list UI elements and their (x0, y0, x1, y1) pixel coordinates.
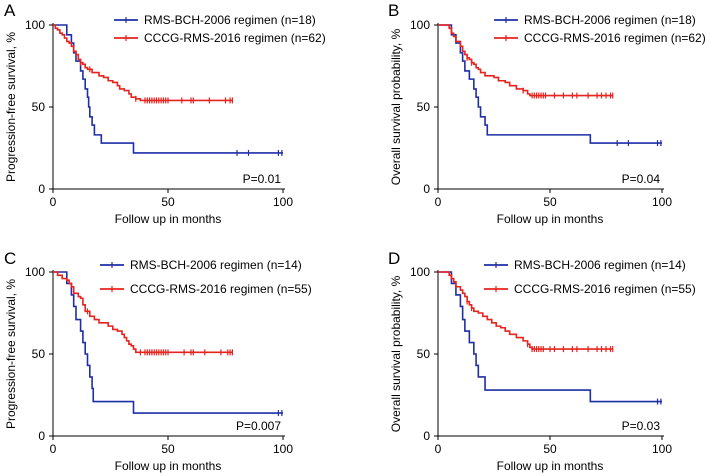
y-tick-label: 50 (32, 347, 46, 361)
x-axis-label: Follow up in months (497, 459, 604, 473)
legend-entry: CCCG-RMS-2016 regimen (n=62) (524, 31, 706, 45)
y-tick-label: 100 (410, 18, 430, 32)
y-axis-label: Progression-free survival, % (4, 279, 18, 429)
x-tick-label: 50 (161, 442, 175, 456)
km-curve-red (53, 271, 233, 354)
p-value-label: P=0.01 (243, 172, 282, 186)
x-tick-label: 50 (543, 442, 557, 456)
p-value-label: P=0.03 (622, 419, 661, 433)
x-tick-label: 0 (435, 195, 442, 209)
legend-entry: CCCG-RMS-2016 regimen (n=55) (514, 282, 696, 296)
chart-panel-c: C 0 50 100 0 50 100 Follow up in months Progress… (4, 249, 312, 473)
chart-panel-a: A 0 50 100 0 50 100 Follow up in months Progress… (4, 1, 326, 226)
x-tick-label: 100 (652, 442, 672, 456)
panel-label: C (4, 249, 16, 268)
panel-label: B (388, 1, 399, 20)
y-tick-label: 0 (423, 182, 430, 196)
y-axis-label: Overall survival probability, % (389, 28, 403, 185)
y-tick-label: 50 (32, 100, 46, 114)
legend-entry: RMS-BCH-2006 regimen (n=18) (524, 13, 696, 27)
y-tick-label: 100 (25, 265, 45, 279)
y-tick-label: 100 (25, 18, 45, 32)
panel-label: D (388, 249, 400, 268)
chart-panel-b: B 0 50 100 0 50 100 Follow up in months Overall … (388, 1, 706, 226)
y-tick-label: 0 (38, 429, 45, 443)
x-axis-label: Follow up in months (115, 459, 222, 473)
y-tick-label: 0 (423, 429, 430, 443)
x-tick-label: 100 (273, 195, 293, 209)
y-tick-label: 50 (417, 100, 431, 114)
km-curve-red (438, 24, 613, 97)
legend-entry: CCCG-RMS-2016 regimen (n=62) (144, 31, 326, 45)
y-axis-label: Progression-free survival, % (4, 32, 18, 182)
p-value-label: P=0.007 (236, 419, 281, 433)
km-curve-red (438, 271, 613, 350)
legend-entry: CCCG-RMS-2016 regimen (n=55) (130, 282, 312, 296)
chart-panel-d: D 0 50 100 0 50 100 Follow up in months Overall … (388, 249, 696, 473)
x-tick-label: 100 (273, 442, 293, 456)
legend-entry: RMS-BCH-2006 regimen (n=14) (130, 258, 302, 272)
x-axis-label: Follow up in months (115, 212, 222, 226)
p-value-label: P=0.04 (622, 172, 661, 186)
x-tick-label: 100 (652, 195, 672, 209)
x-tick-label: 0 (435, 442, 442, 456)
legend-entry: RMS-BCH-2006 regimen (n=18) (144, 13, 316, 27)
km-curve-red (53, 24, 233, 102)
y-tick-label: 100 (410, 265, 430, 279)
km-curve-blue (53, 24, 283, 154)
y-tick-label: 0 (38, 182, 45, 196)
x-tick-label: 0 (50, 195, 57, 209)
panel-label: A (4, 1, 16, 20)
km-curve-blue (438, 24, 662, 144)
x-tick-label: 50 (543, 195, 557, 209)
legend-entry: RMS-BCH-2006 regimen (n=14) (514, 258, 686, 272)
km-curve-blue (53, 271, 283, 414)
km-curve-blue (438, 271, 662, 403)
y-tick-label: 50 (417, 347, 431, 361)
x-tick-label: 50 (161, 195, 175, 209)
x-tick-label: 0 (50, 442, 57, 456)
y-axis-label: Overall survival probability, % (389, 275, 403, 432)
x-axis-label: Follow up in months (497, 212, 604, 226)
